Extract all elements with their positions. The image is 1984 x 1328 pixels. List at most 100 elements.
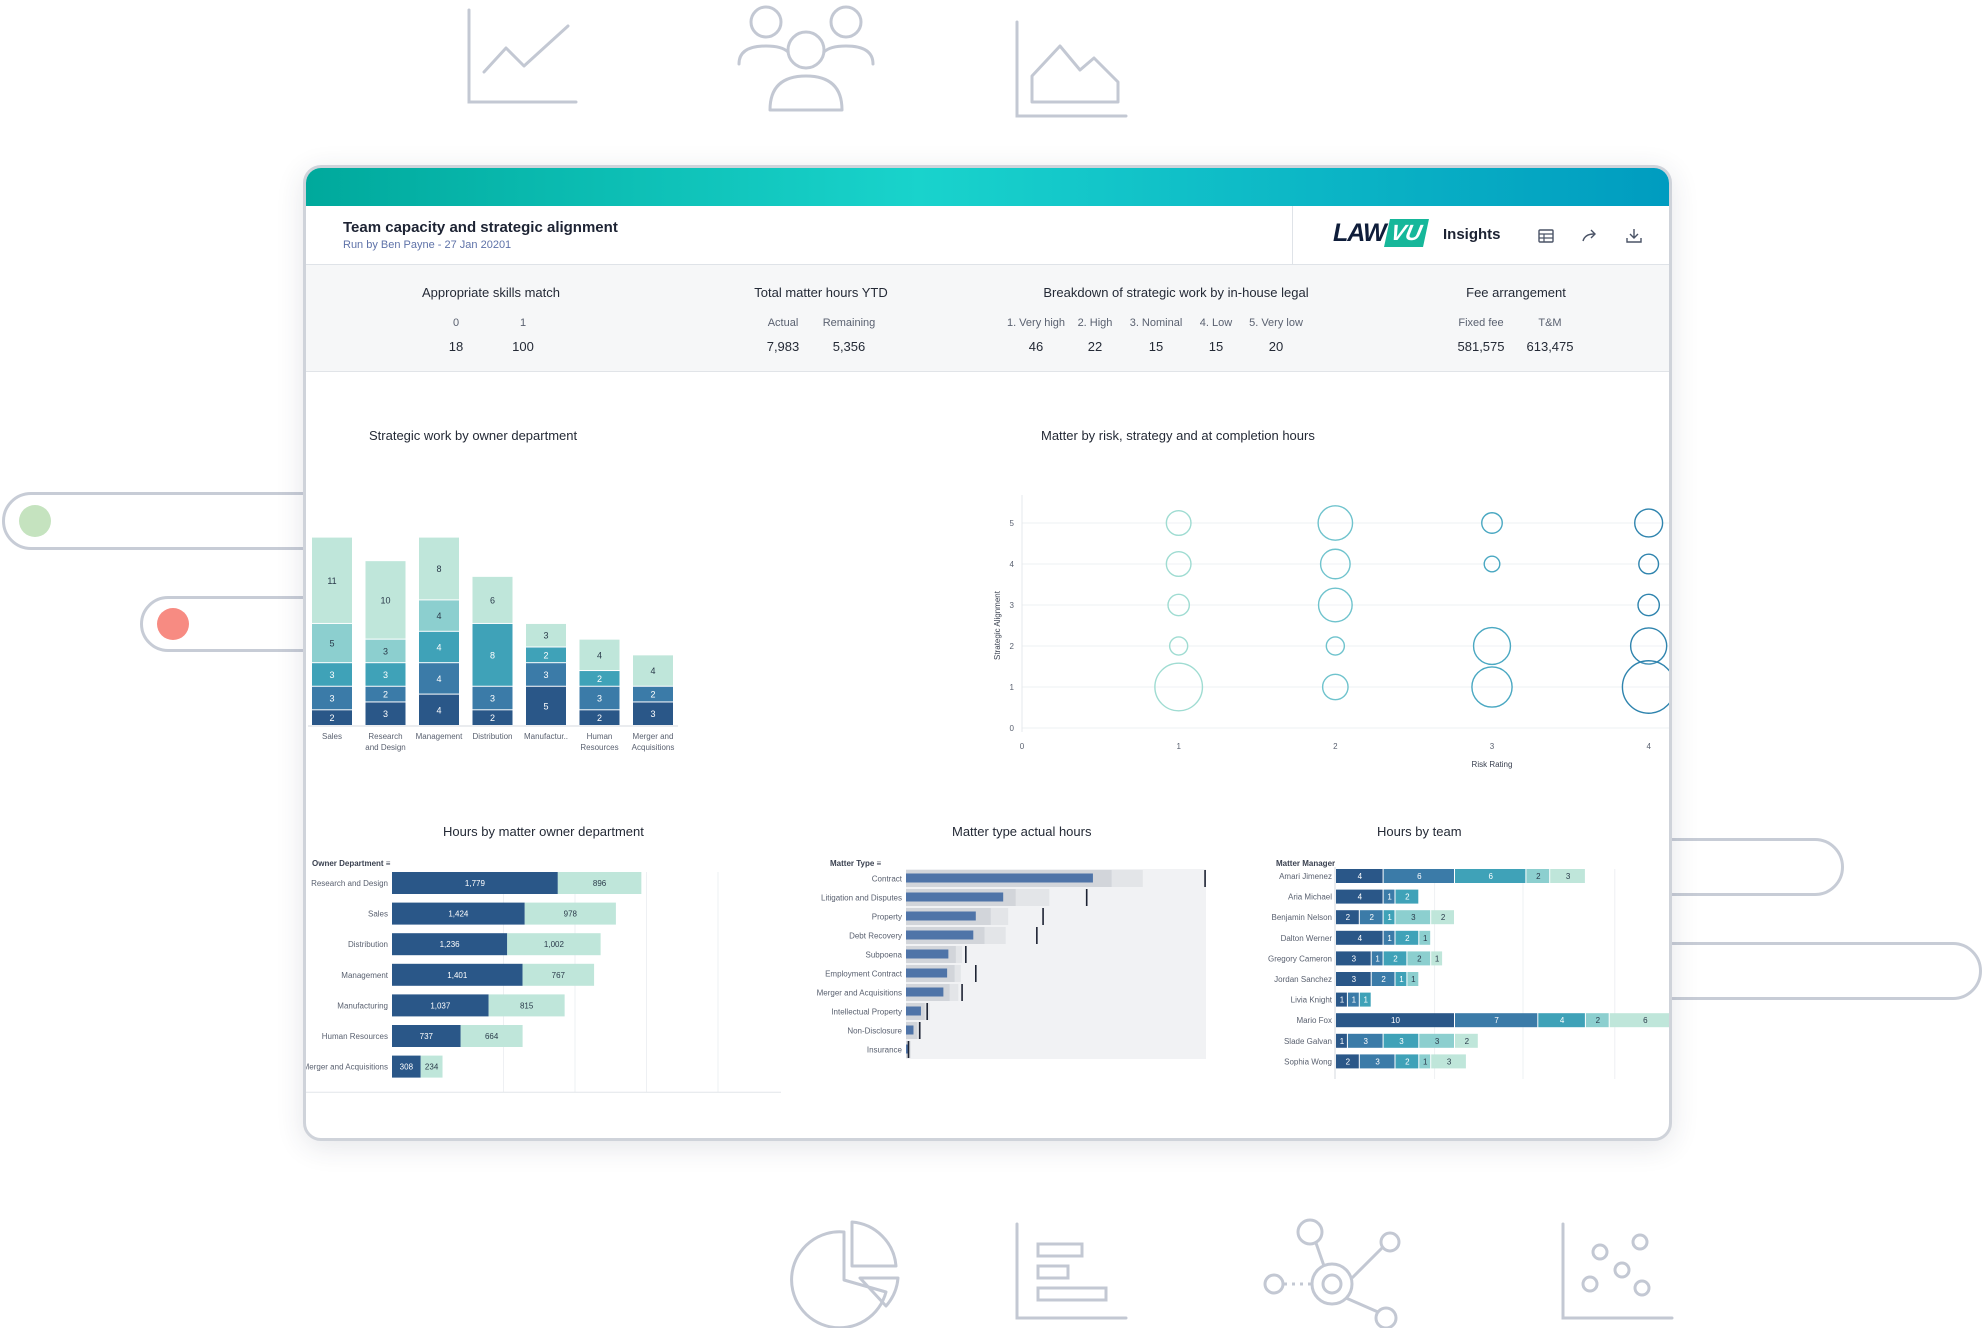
y-tick-label: 2	[1010, 642, 1015, 651]
bar-segment	[1383, 951, 1407, 966]
category-label: Human Resources	[322, 1032, 388, 1041]
data-label: 4	[436, 611, 441, 621]
bar-segment	[1419, 930, 1431, 945]
data-label: 8	[436, 564, 441, 574]
bar-segment	[1359, 910, 1383, 925]
kpi-item: 1. Very high 46	[1001, 317, 1071, 354]
bar-segment	[1336, 1033, 1347, 1048]
data-label: 3	[650, 709, 655, 719]
category-label: and Design	[365, 743, 405, 752]
category-label: Manufactur..	[524, 732, 568, 741]
bar-segment	[1395, 1054, 1419, 1069]
axis-title: Owner Department ≡	[312, 859, 391, 868]
bar-actual	[906, 1025, 914, 1035]
bar-segment	[1383, 889, 1395, 904]
category-label: Human	[587, 732, 613, 741]
bar-segment	[1431, 1054, 1466, 1069]
kpi-label: T&M	[1538, 317, 1562, 329]
data-label: 1	[1423, 934, 1428, 943]
bar-actual	[906, 892, 1004, 902]
bar-segment	[312, 686, 352, 710]
bar-segment	[1371, 972, 1395, 986]
bar-segment	[1455, 869, 1526, 883]
bar-segment	[1336, 930, 1383, 945]
bar-actual	[392, 963, 523, 986]
data-label: 3	[1352, 954, 1357, 963]
category-label: Litigation and Disputes	[821, 894, 902, 903]
data-label: 3	[1399, 1037, 1404, 1046]
bar-segment	[1395, 889, 1419, 904]
data-label: 5	[543, 701, 548, 711]
kpi-item: 3. Nominal 15	[1121, 317, 1191, 354]
bar-remaining	[460, 1025, 523, 1047]
kpi-label: 3. Nominal	[1129, 317, 1183, 329]
bar-segment	[1383, 869, 1454, 883]
data-label: 3	[383, 670, 388, 680]
data-label: 1	[1423, 1057, 1428, 1066]
report-subtitle: Run by Ben Payne - 27 Jan 20201	[343, 239, 512, 251]
data-label: 3	[1352, 975, 1357, 984]
green-dot	[19, 505, 51, 537]
share-icon[interactable]	[1580, 226, 1600, 246]
scatter-chart-icon	[1560, 1222, 1674, 1322]
bar-actual	[906, 949, 949, 959]
bubble-point	[1168, 636, 1189, 656]
app-name: Insights	[1443, 226, 1501, 243]
data-label: 4	[1358, 934, 1363, 943]
category-label: Distribution	[348, 940, 388, 949]
people-group-icon	[736, 2, 876, 114]
report-title: Team capacity and strategic alignment	[343, 219, 618, 236]
bar-segment	[1336, 889, 1383, 904]
bar-segment	[419, 537, 459, 600]
bar-segment	[526, 686, 566, 725]
bar-segment	[1419, 1033, 1454, 1048]
chart-title-risk-bubble: Matter by risk, strategy and at completi…	[1041, 428, 1315, 443]
data-label: 2	[1369, 913, 1374, 922]
bar-actual	[906, 1006, 921, 1016]
bar-segment	[579, 686, 620, 710]
bar-segment	[579, 671, 620, 686]
bar-segment	[1383, 910, 1395, 925]
kpi-label: 4. Low	[1199, 317, 1233, 329]
bubble-point	[1154, 662, 1204, 712]
kpi-value: 20	[1268, 339, 1284, 354]
axis-title: Matter Manager	[1276, 859, 1335, 868]
category-label: Merger and Acquisitions	[303, 1063, 388, 1072]
bar-remaining	[420, 1055, 443, 1078]
report-window: Team capacity and strategic alignment Ru…	[303, 165, 1672, 1141]
category-label: Employment Contract	[825, 970, 903, 979]
bar-segment	[1526, 869, 1550, 883]
bubble-point	[1325, 636, 1346, 656]
bar-segment	[1550, 869, 1585, 883]
data-label: 1	[1340, 996, 1345, 1005]
bar-segment	[1336, 1054, 1359, 1069]
bar-remaining	[507, 933, 601, 956]
hours-by-team-chart: Matter Manager Amari Jimenez 4 6 6 2 3 Aria Mic…	[1268, 859, 1669, 1079]
category-label: Gregory Cameron	[1268, 954, 1332, 963]
bar-segment	[1407, 972, 1419, 986]
table-icon[interactable]	[1536, 226, 1556, 246]
bubble-point	[1165, 510, 1192, 537]
bubble-point	[1472, 626, 1512, 666]
data-label: 1	[1435, 954, 1440, 963]
y-axis-label: Strategic Alignment	[993, 590, 1002, 660]
kpi-strategic-breakdown: Breakdown of strategic work by in-house …	[996, 265, 1356, 372]
data-label: 4	[650, 666, 655, 676]
y-tick-label: 0	[1010, 724, 1015, 733]
report-header: Team capacity and strategic alignment Ru…	[306, 206, 1669, 265]
kpi-fee-arrangement: Fee arrangement Fixed fee 581,575 T&M 613,…	[1391, 265, 1641, 372]
bar-segment	[579, 639, 620, 671]
data-label: 3	[597, 694, 602, 704]
data-label: 2	[1381, 975, 1386, 984]
hours-by-dept-chart: Owner Department ≡ Research and Design 1,7…	[303, 859, 781, 1093]
category-label: Sales	[368, 910, 388, 919]
bar-segment	[419, 663, 459, 694]
category-label: Research	[368, 732, 402, 741]
download-icon[interactable]	[1624, 226, 1644, 246]
data-label: 4	[1358, 893, 1363, 902]
data-label: 3	[1364, 1037, 1369, 1046]
category-label: Sophia Wong	[1284, 1057, 1332, 1066]
category-label: Management	[416, 732, 463, 741]
chart-title-matter-type: Matter type actual hours	[952, 824, 1092, 839]
kpi-label: 5. Very low	[1249, 317, 1303, 329]
